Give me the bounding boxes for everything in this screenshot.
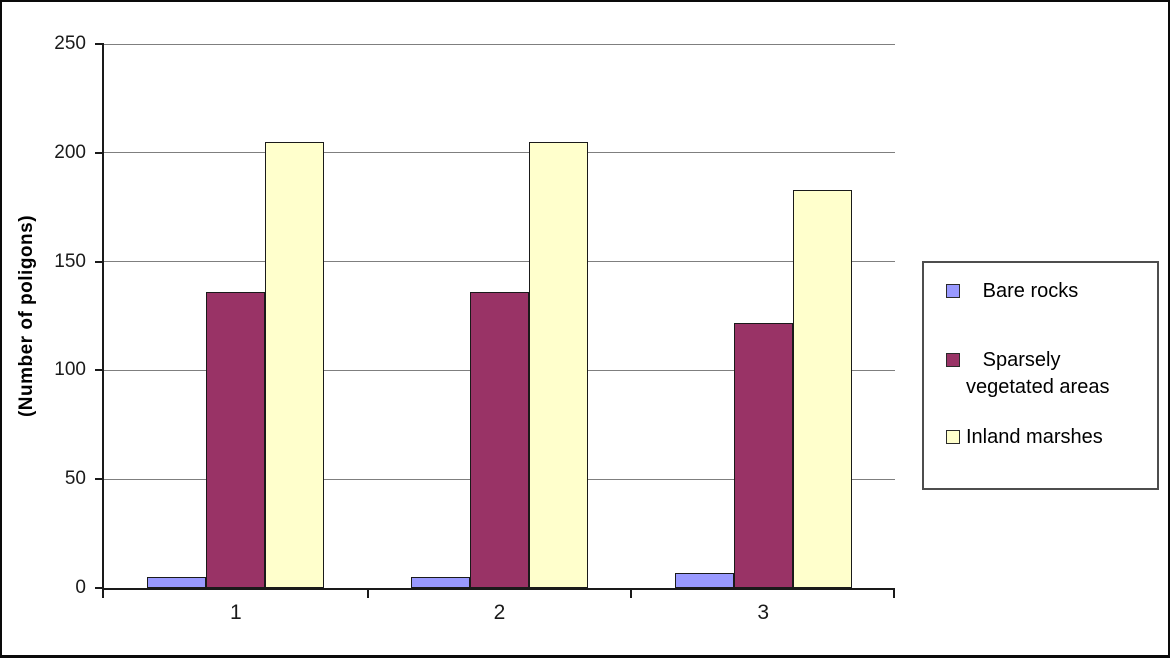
legend-swatch-bare-rocks-icon xyxy=(946,284,960,298)
gridline-150 xyxy=(104,261,895,263)
x-tick-3 xyxy=(893,590,895,598)
legend-item-inland-marshes: Inland marshes xyxy=(946,424,1151,451)
legend-swatch-inland-marshes-icon xyxy=(946,430,960,444)
x-tick-label-3: 3 xyxy=(757,601,769,624)
legend-label-bare-rocks: Bare rocks xyxy=(966,280,1079,302)
y-axis-line xyxy=(102,44,104,588)
x-tick-0 xyxy=(102,590,104,598)
x-tick-label-2: 2 xyxy=(493,601,506,624)
legend-label-inland-marshes: Inland marshes xyxy=(966,426,1103,448)
bar-inland-marshes-cat3 xyxy=(792,189,852,588)
y-tick-250 xyxy=(95,43,104,45)
y-tick-label-0: 0 xyxy=(75,577,86,598)
x-tick-label-1: 1 xyxy=(229,601,242,624)
y-tick-label-100: 100 xyxy=(54,359,86,381)
y-tick-0 xyxy=(95,587,104,589)
bar-bare-rocks-cat1 xyxy=(147,577,207,588)
legend: Bare rocks Sparsely vegetated areas Inla… xyxy=(922,261,1159,490)
legend-item-sparsely-vegetated-areas: Sparsely vegetated areas xyxy=(946,347,1151,401)
bar-bare-rocks-cat2 xyxy=(411,577,470,588)
y-tick-50 xyxy=(95,478,104,481)
legend-item-bare-rocks: Bare rocks xyxy=(946,278,1151,305)
y-axis-title: (Number of poligons) xyxy=(16,214,37,418)
gridline-200 xyxy=(104,152,895,154)
legend-label-sparsely-vegetated-areas: Sparsely vegetated areas xyxy=(966,349,1110,398)
y-tick-label-200: 200 xyxy=(54,141,86,163)
x-axis-line xyxy=(102,588,895,590)
bar-sparsely-vegetated-areas-cat1 xyxy=(206,292,266,588)
y-tick-200 xyxy=(95,151,104,154)
bar-inland-marshes-cat2 xyxy=(529,141,588,588)
legend-swatch-sparsely-vegetated-areas-icon xyxy=(946,353,960,367)
y-tick-100 xyxy=(95,369,104,372)
bar-sparsely-vegetated-areas-cat2 xyxy=(470,292,529,588)
x-tick-1 xyxy=(366,590,369,598)
y-tick-label-250: 250 xyxy=(54,33,86,54)
bar-inland-marshes-cat1 xyxy=(265,141,325,588)
x-tick-2 xyxy=(630,590,633,598)
gridline-250 xyxy=(104,43,895,45)
y-tick-label-50: 50 xyxy=(64,468,86,490)
y-tick-label-150: 150 xyxy=(54,250,86,272)
bar-sparsely-vegetated-areas-cat3 xyxy=(733,322,793,588)
y-tick-150 xyxy=(95,260,104,263)
bar-bare-rocks-cat3 xyxy=(674,572,734,588)
